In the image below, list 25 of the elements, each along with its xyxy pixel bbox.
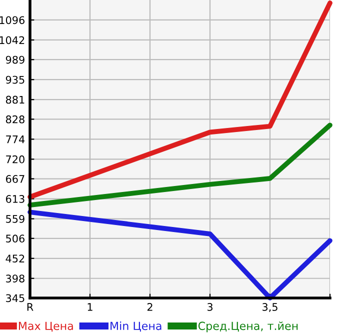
y-tick-label: 935 xyxy=(6,76,24,84)
y-tick-label: 398 xyxy=(6,274,24,282)
line-series xyxy=(28,122,332,208)
y-tick-label: 774 xyxy=(6,136,25,144)
y-tick-label: 989 xyxy=(6,56,24,64)
x-tick-label: 3 xyxy=(207,303,212,311)
x-tick-label: 2 xyxy=(147,303,152,311)
y-tick-label: 667 xyxy=(6,175,24,183)
y-tick-label: 1042 xyxy=(0,36,24,44)
legend-label: Сред.Цена, т.йен xyxy=(198,322,298,332)
x-tick-label: 1 xyxy=(88,303,92,311)
line-series xyxy=(28,0,332,200)
y-tick-label: 559 xyxy=(6,215,24,223)
y-tick-label: 345 xyxy=(6,294,24,302)
y-tick-label: 506 xyxy=(6,234,24,243)
legend-label: Max Цена xyxy=(18,322,73,332)
y-tick-label: 452 xyxy=(6,254,24,262)
x-tick-label: R xyxy=(27,303,34,311)
y-tick-label: 1096 xyxy=(0,16,24,24)
y-tick-label: 828 xyxy=(6,115,24,124)
y-tick-label: 720 xyxy=(6,155,24,164)
legend-label: Min Цена xyxy=(110,321,162,332)
y-tick-label: 613 xyxy=(6,195,24,203)
x-tick-label: 3,5 xyxy=(262,303,278,312)
y-tick-label: 881 xyxy=(6,96,24,104)
